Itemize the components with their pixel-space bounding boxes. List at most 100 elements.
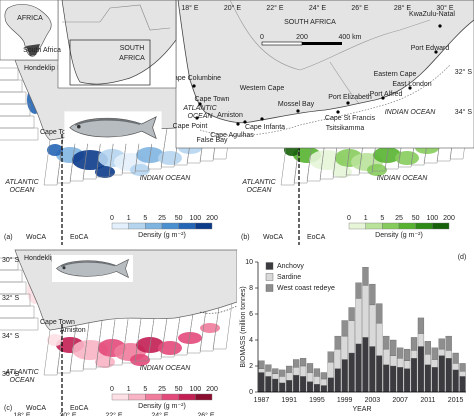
place-label: Cape Town <box>195 96 230 103</box>
scale-label: 400 km <box>339 34 362 41</box>
region-label: EoCA <box>70 234 89 241</box>
ocean-label: OCEAN <box>188 113 214 120</box>
legend-swatch <box>415 222 433 230</box>
shelf-edge <box>199 64 451 136</box>
bar-segment <box>258 360 265 369</box>
place-dot <box>346 101 350 105</box>
legend-tick-label: 1 <box>127 215 131 222</box>
bar-segment <box>410 337 418 351</box>
bar-segment <box>410 358 418 393</box>
bar-segment <box>313 376 321 385</box>
country-label: SOUTH AFRICA <box>284 19 336 26</box>
scale-label: 0 <box>260 34 264 41</box>
bar-segment <box>334 335 341 350</box>
bar-segment <box>438 355 445 393</box>
place-dot <box>198 102 202 106</box>
south-africa-land <box>26 44 40 56</box>
bar-segment <box>320 372 327 380</box>
bar-segment <box>383 335 390 350</box>
place-label: Port Elizabeth <box>328 94 372 101</box>
bar-segment <box>403 360 411 369</box>
shelf-edge <box>199 305 238 314</box>
place-label: KwaZulu-Natal <box>409 11 455 18</box>
biomass-chart: 0 2 4 6 8 10 1987 1991 1995 1999 2003 2007 2011 2015 Y… <box>237 250 474 416</box>
legend-swatch <box>128 393 146 401</box>
lon-label: 22° E <box>266 4 284 12</box>
bar-segment <box>390 365 397 393</box>
bar-segment <box>397 358 404 368</box>
legend-swatch <box>145 393 163 401</box>
bar-segment <box>293 367 300 376</box>
ocean-label: ATLANTIC <box>241 179 276 186</box>
bar-segment <box>403 348 411 361</box>
bar-segment <box>397 347 404 359</box>
bar-segment <box>327 377 334 393</box>
bar-segment <box>369 304 376 347</box>
legend-tick-label: 0 <box>110 215 114 222</box>
bar-segment <box>299 365 307 377</box>
place-dot <box>236 122 240 126</box>
legend-swatch <box>111 222 129 230</box>
bar-segment <box>313 384 321 393</box>
place-dot <box>243 120 247 124</box>
survey-strip <box>0 127 39 141</box>
province-border <box>229 0 431 105</box>
legend-tick-label: 25 <box>158 215 166 222</box>
lon-label: 26° E <box>351 4 369 12</box>
bar-segment <box>355 343 362 393</box>
density-patch <box>178 332 202 344</box>
legend-label: Anchovy <box>277 263 304 270</box>
density-patch <box>95 356 115 368</box>
bar-segment <box>279 369 286 377</box>
legend-tick-label: 5 <box>380 215 384 222</box>
locator-map: 18° E 20° E 22° E 24° E 26° E 28° E 30° E 32° S… <box>169 0 474 149</box>
africa-inset: AFRICA South Africa <box>0 0 61 61</box>
bar-segment <box>258 368 265 373</box>
y-axis-title: BIOMASS (million tonnes) <box>240 286 247 367</box>
bar-segment <box>452 363 459 371</box>
legend-tick-label: 100 <box>189 215 201 222</box>
bar-segment <box>459 363 466 372</box>
bar-segment <box>452 369 459 393</box>
bar-segment <box>313 368 321 377</box>
place-label: Cape St Francis <box>325 115 376 122</box>
bar-segment <box>348 307 355 321</box>
density-patch <box>47 334 63 346</box>
region-label: EoCA <box>70 405 89 412</box>
lon-label: 18° E <box>181 4 199 12</box>
panel-label: (c) <box>4 405 12 412</box>
ocean-label: INDIAN OCEAN <box>140 175 192 182</box>
x-tick-label: 2011 <box>420 397 435 404</box>
legend-tick-label: 50 <box>175 386 183 393</box>
bar-segment <box>272 368 279 374</box>
legend-tick-label: 200 <box>443 215 455 222</box>
bar-segment <box>417 333 425 347</box>
bar-segment <box>383 364 390 393</box>
legend-swatch <box>178 393 196 401</box>
lon-label: 22° E <box>105 411 123 416</box>
overview-map: SOUTH AFRICA <box>57 0 177 89</box>
scale-bar <box>261 41 303 46</box>
bar-segment <box>459 376 466 393</box>
legend-swatch <box>111 393 129 401</box>
place-dot <box>260 117 264 121</box>
legend-tick-label: 50 <box>175 215 183 222</box>
bar-segment <box>362 337 369 393</box>
bar-segment <box>376 303 383 324</box>
bar-segment <box>327 351 334 363</box>
y-tick-label: 2 <box>249 363 253 370</box>
bar-segment <box>417 346 425 393</box>
region-label: WoCA <box>26 234 46 241</box>
bar-segment <box>376 322 383 356</box>
bar-segment <box>376 355 383 393</box>
bar-segment <box>334 368 341 393</box>
ocean-label: OCEAN <box>10 377 36 384</box>
bar-segment <box>299 358 307 367</box>
panel-label: (d) <box>458 254 467 261</box>
bar-segment <box>306 381 314 393</box>
legend-swatch <box>265 262 274 270</box>
fish-eye <box>77 124 81 129</box>
legend-title: Density (g m⁻²) <box>138 232 186 239</box>
bar-segment <box>341 359 348 393</box>
legend-tick-label: 50 <box>412 215 420 222</box>
